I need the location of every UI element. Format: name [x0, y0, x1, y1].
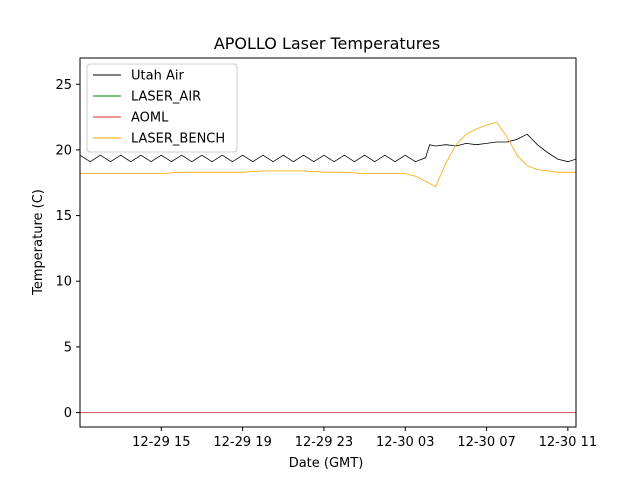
legend: Utah Air LASER_AIR AOML LASER_BENCH: [86, 63, 238, 153]
chart-title: APOLLO Laser Temperatures: [214, 34, 440, 53]
y-tick-label: 20: [55, 143, 72, 158]
y-tick-label: 5: [64, 340, 72, 355]
x-tick-label: 12-30 07: [457, 435, 515, 450]
legend-box: [86, 63, 238, 153]
x-axis: 12-29 15 12-29 19 12-29 23 12-30 03 12-30 07…: [132, 427, 597, 450]
x-tick-label: 12-29 15: [132, 435, 190, 450]
x-axis-label: Date (GMT): [289, 456, 364, 471]
series-line-laser-bench: [80, 121, 576, 188]
legend-label: AOML: [131, 111, 169, 126]
y-axis-label: Temperature (C): [31, 189, 46, 296]
y-tick-label: 0: [64, 406, 72, 421]
series-layer: [80, 121, 576, 414]
legend-label: LASER_BENCH: [131, 132, 225, 147]
x-tick-label: 12-30 03: [376, 435, 434, 450]
legend-label: LASER_AIR: [131, 90, 201, 105]
x-tick-label: 12-29 19: [213, 435, 271, 450]
y-tick-label: 15: [55, 209, 72, 224]
legend-label: Utah Air: [131, 69, 184, 84]
y-tick-label: 10: [55, 275, 72, 290]
plot-frame: [79, 57, 577, 428]
x-tick-label: 12-30 11: [539, 435, 597, 450]
x-tick-label: 12-29 23: [295, 435, 353, 450]
y-tick-label: 25: [55, 78, 72, 93]
series-line-utah-air: [80, 133, 576, 163]
y-axis: 0 5 10 15 20 25: [55, 78, 80, 421]
